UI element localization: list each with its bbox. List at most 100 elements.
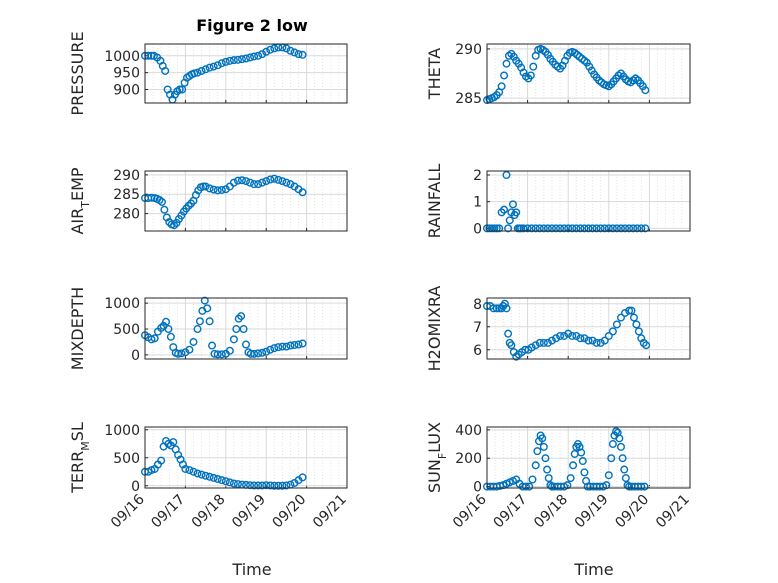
data-point — [592, 224, 601, 233]
data-point — [274, 481, 283, 490]
data-point — [195, 317, 204, 326]
data-point — [497, 82, 506, 91]
data-point — [266, 175, 275, 184]
data-point — [634, 327, 643, 336]
y-tick-label: 1000 — [104, 423, 140, 439]
data-point — [620, 465, 629, 474]
data-point — [512, 208, 521, 217]
data-point — [246, 349, 255, 358]
data-point — [533, 447, 542, 456]
panel-h2omixra: 6 7 8 H2OMIXRA — [425, 286, 691, 371]
y-tick-label: 500 — [113, 322, 140, 338]
data-point — [541, 454, 550, 463]
y-tick-label: 6 — [473, 343, 482, 359]
data-point — [564, 224, 573, 233]
y-axis-label: MIXDEPTH — [68, 287, 87, 370]
data-point — [592, 338, 601, 347]
data-point — [489, 304, 498, 313]
data-point — [178, 85, 187, 94]
data-point — [241, 177, 250, 186]
y-tick-label: 1 — [473, 195, 482, 211]
panel-terr-msl: 09/16 09/17 09/18 09/19 09/20 09/21 0 500 1000 TE… — [68, 422, 350, 531]
data-point — [217, 59, 226, 68]
data-point — [539, 442, 548, 451]
data-point — [637, 224, 646, 233]
data-point — [225, 346, 234, 355]
data-point — [638, 82, 647, 91]
data-point — [262, 347, 271, 356]
y-tick-label: 285 — [455, 91, 482, 107]
data-point — [237, 312, 246, 321]
data-point — [213, 475, 222, 484]
data-point — [487, 224, 496, 233]
data-point — [621, 224, 630, 233]
data-point — [237, 176, 246, 185]
data-point — [596, 338, 605, 347]
data-point — [258, 481, 267, 490]
panel-rainfall: 0 1 2 RAINFALL — [425, 164, 691, 238]
data-point — [539, 338, 548, 347]
x-tick-label: 09/19 — [572, 492, 612, 532]
y-axis-label: PRESSURE — [68, 31, 87, 115]
data-point — [213, 350, 222, 359]
data-point — [239, 325, 248, 334]
data-point — [616, 224, 625, 233]
axes-frame — [144, 297, 348, 360]
axes-frame — [144, 170, 348, 232]
data-point — [241, 340, 250, 349]
data-point — [200, 296, 209, 305]
data-point — [177, 349, 186, 358]
y-tick-label: 7 — [473, 320, 482, 336]
data-point — [580, 468, 589, 477]
data-point — [519, 68, 528, 77]
data-point — [166, 332, 175, 341]
data-point — [294, 50, 303, 59]
data-point — [278, 177, 287, 186]
data-point — [608, 224, 617, 233]
data-point — [203, 304, 212, 313]
data-point — [209, 62, 218, 71]
data-point — [229, 335, 238, 344]
data-point — [508, 200, 517, 209]
y-axis-label: TERRMSL — [68, 422, 92, 494]
data-point — [201, 471, 210, 480]
data-point — [286, 180, 295, 189]
data-point — [604, 224, 613, 233]
y-tick-label: 290 — [113, 168, 140, 184]
data-point — [556, 224, 565, 233]
y-tick-label: 8 — [473, 297, 482, 313]
data-point — [250, 52, 259, 61]
data-point — [568, 224, 577, 233]
data-point — [560, 224, 569, 233]
data-point — [201, 182, 210, 191]
x-tick-label: 09/17 — [148, 492, 188, 532]
y-axis-label: AIRTEMP — [68, 167, 92, 234]
x-axis-label-left: Time — [231, 560, 271, 579]
panel-theta: 285 290 THETA — [425, 42, 691, 107]
data-point — [584, 224, 593, 233]
data-point — [625, 482, 634, 491]
data-point — [286, 341, 295, 350]
plot-area — [487, 171, 690, 231]
data-point — [150, 334, 159, 343]
data-point — [270, 44, 279, 53]
data-point — [254, 180, 263, 189]
data-point — [639, 338, 648, 347]
data-point — [543, 224, 552, 233]
data-point — [262, 481, 271, 490]
data-point — [514, 59, 523, 68]
data-point — [229, 178, 238, 187]
data-point — [632, 320, 641, 329]
data-point — [529, 62, 538, 71]
data-point — [205, 472, 214, 481]
data-point — [612, 320, 621, 329]
data-point — [286, 46, 295, 55]
data-point — [197, 470, 206, 479]
data-point — [504, 329, 513, 338]
data-point — [241, 54, 250, 63]
data-point — [495, 304, 504, 313]
data-point — [184, 201, 193, 210]
data-point — [147, 193, 156, 202]
data-point — [621, 474, 630, 483]
y-axis-label: SUNFLUX — [425, 422, 449, 493]
